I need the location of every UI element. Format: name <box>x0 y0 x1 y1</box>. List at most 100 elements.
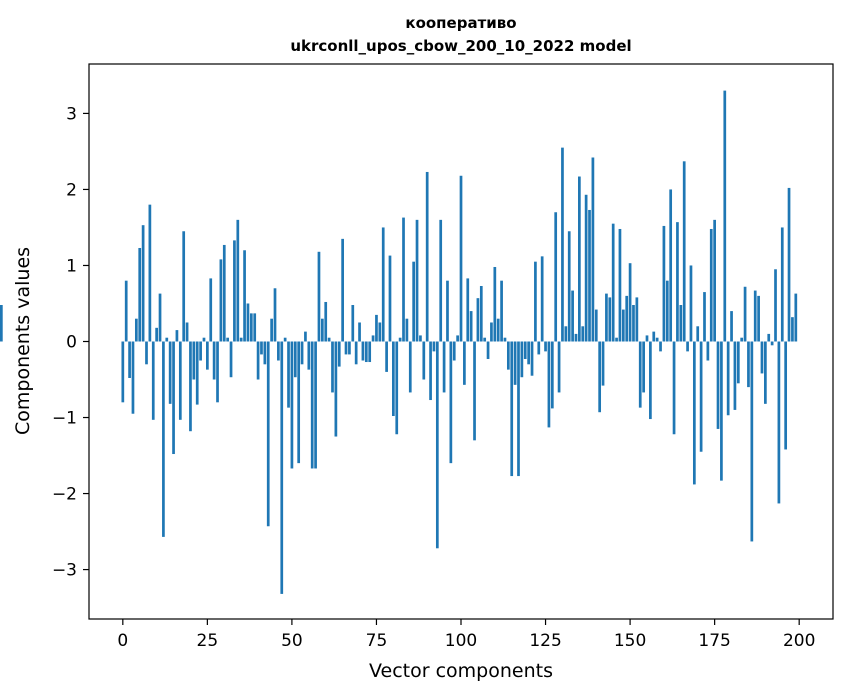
bar <box>777 341 781 504</box>
bar <box>178 341 182 420</box>
bar <box>324 301 328 342</box>
bar <box>503 337 507 342</box>
bar <box>696 326 700 342</box>
bar <box>463 341 466 385</box>
bar <box>591 157 595 342</box>
bar <box>256 341 260 380</box>
bar <box>638 341 642 408</box>
bar <box>787 187 791 342</box>
y-tick-label: 1 <box>66 256 77 276</box>
bar <box>611 223 615 342</box>
bar <box>621 309 625 342</box>
chart-title: кооперативо <box>405 14 516 32</box>
bar <box>249 313 253 342</box>
bar <box>277 341 280 361</box>
bar <box>567 231 571 342</box>
bar <box>547 341 551 428</box>
bar <box>212 341 216 380</box>
bar <box>753 290 757 342</box>
bar <box>192 341 196 380</box>
bar <box>459 175 463 342</box>
bar <box>412 261 416 342</box>
bar <box>476 298 480 342</box>
bar <box>331 341 334 393</box>
bar <box>774 269 777 342</box>
bar <box>337 341 341 367</box>
bar <box>682 161 686 342</box>
bar <box>594 309 598 342</box>
bar <box>534 261 537 342</box>
bar <box>128 341 131 378</box>
bar <box>571 290 574 342</box>
bar <box>764 341 767 404</box>
bar <box>378 322 382 342</box>
bar <box>0 305 3 342</box>
x-tick-label: 100 <box>445 631 477 651</box>
bar <box>446 280 449 342</box>
bar <box>402 217 405 342</box>
bar <box>510 341 514 477</box>
bar <box>158 293 162 342</box>
bar <box>564 326 568 342</box>
bar <box>175 330 179 342</box>
bar <box>530 341 534 376</box>
bar <box>506 341 510 370</box>
bar <box>219 259 223 342</box>
y-axis-label: Components values <box>12 247 34 435</box>
bar <box>297 341 301 464</box>
bar <box>243 250 246 342</box>
x-tick-label: 200 <box>783 631 815 651</box>
y-tick-label: −3 <box>52 561 77 581</box>
bar <box>527 341 530 365</box>
bar <box>483 337 487 342</box>
bar <box>266 341 270 527</box>
bar <box>415 219 419 342</box>
bar <box>578 176 581 342</box>
bar <box>493 266 497 342</box>
bar <box>185 322 189 342</box>
bar <box>791 317 794 342</box>
bar <box>662 225 666 342</box>
bar <box>584 194 588 342</box>
bar <box>780 227 784 342</box>
x-tick-label: 125 <box>529 631 561 651</box>
bar <box>473 341 476 441</box>
bar <box>327 337 331 342</box>
bar <box>598 341 602 413</box>
bar <box>348 341 351 355</box>
bar <box>517 341 520 477</box>
bar <box>608 297 612 342</box>
y-axis-ticks: −3 −2 −1 0 1 2 3 <box>52 104 89 581</box>
bar <box>757 295 760 342</box>
bar <box>635 297 639 342</box>
bar <box>736 341 740 384</box>
bar <box>165 337 169 342</box>
bar <box>195 341 199 405</box>
bar <box>236 219 240 342</box>
bar <box>148 204 152 342</box>
bar <box>300 341 304 365</box>
bar <box>513 341 517 385</box>
bar <box>317 251 321 342</box>
bar <box>375 314 378 342</box>
bar <box>479 286 483 342</box>
bar <box>466 278 470 342</box>
bar <box>523 341 527 359</box>
bar <box>686 341 689 352</box>
plot-frame <box>88 63 834 620</box>
x-axis-ticks: 0 25 50 75 100 125 150 175 200 <box>117 619 815 651</box>
bar <box>703 292 706 342</box>
bar <box>709 228 713 342</box>
bar <box>469 311 473 342</box>
bar <box>794 293 798 342</box>
bar <box>304 331 307 342</box>
x-tick-label: 50 <box>281 631 303 651</box>
bar <box>371 335 375 342</box>
bar <box>199 341 202 361</box>
bar <box>740 337 744 342</box>
y-tick-label: 0 <box>66 333 77 353</box>
bar <box>189 341 192 432</box>
bar <box>344 341 348 355</box>
bar <box>358 322 361 342</box>
bar <box>743 286 747 342</box>
